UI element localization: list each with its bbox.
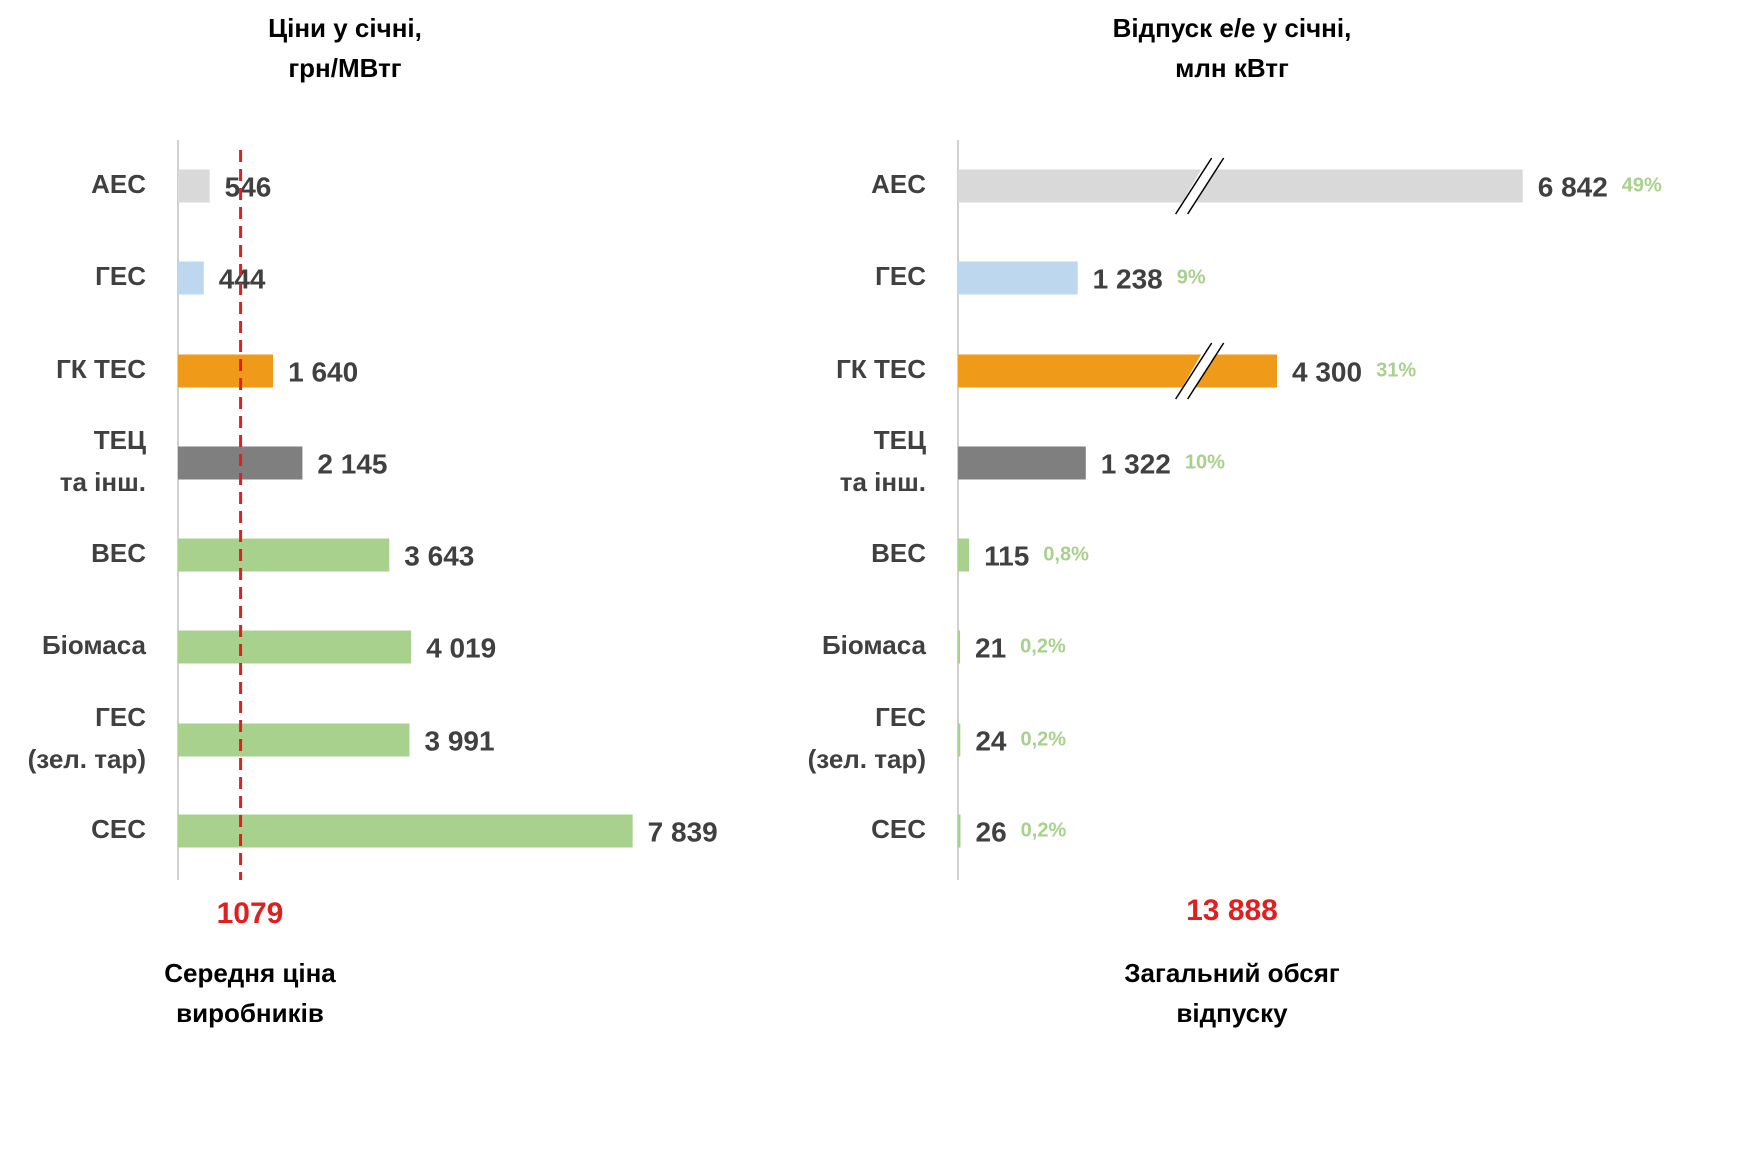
bar (958, 723, 961, 757)
category-label: СЕС (871, 814, 926, 844)
bar (178, 538, 390, 572)
category-label: Біомаса (42, 630, 147, 660)
category-label: АЕС (871, 169, 926, 199)
category-label: ГЕС (875, 261, 926, 291)
bar (958, 261, 1078, 295)
chart-title: Відпуск е/е у січні, млн кВтг (1113, 13, 1352, 83)
bar (958, 446, 1086, 480)
category-label: ГЕС (95, 261, 146, 291)
share-label: 0,8% (1043, 543, 1089, 565)
axis-break-gap (1181, 169, 1216, 203)
bar (958, 630, 961, 664)
value-label: 1 322 (1101, 448, 1171, 479)
share-label: 49% (1622, 174, 1662, 196)
bar (178, 261, 204, 295)
category-label: АЕС (91, 169, 146, 199)
category-label: ВЕС (871, 538, 926, 568)
value-label: 1 640 (288, 356, 358, 387)
value-label: 2 145 (317, 448, 387, 479)
value-label: 7 839 (648, 816, 718, 847)
value-label: 21 (975, 632, 1006, 663)
value-label: 6 842 (1538, 171, 1608, 202)
axis-break-mark (1187, 342, 1225, 400)
axis-break-mark (1187, 157, 1225, 215)
category-label: Біомаса (822, 630, 927, 660)
share-label: 9% (1177, 266, 1206, 288)
bar (958, 169, 1523, 203)
value-label: 546 (225, 171, 272, 202)
reference-value: 1079 (217, 897, 284, 930)
axis-break-mark (1175, 342, 1213, 400)
value-label: 24 (975, 725, 1007, 756)
axis-break-gap (1181, 354, 1216, 388)
bar (178, 814, 633, 848)
bar (958, 538, 970, 572)
share-label: 0,2% (1021, 819, 1067, 841)
category-label: ГЕС (зел. тар) (808, 702, 927, 774)
value-label: 3 991 (424, 725, 494, 756)
category-label: ВЕС (91, 538, 146, 568)
share-label: 31% (1376, 359, 1416, 381)
value-label: 115 (984, 540, 1029, 571)
bar (958, 814, 961, 848)
chart-title: Ціни у січні, грн/МВтг (268, 13, 422, 83)
category-label: ГЕС (зел. тар) (28, 702, 147, 774)
category-label: ТЕЦ та інш. (60, 425, 146, 497)
axis-break-mark (1175, 157, 1213, 215)
share-label: 10% (1185, 451, 1225, 473)
bar (178, 630, 412, 664)
share-label: 0,2% (1020, 635, 1066, 657)
category-label: СЕС (91, 814, 146, 844)
bar (178, 354, 274, 388)
bar (178, 723, 410, 757)
share-label: 0,2% (1020, 728, 1066, 750)
total-value: 13 888 (1186, 894, 1278, 927)
value-label: 444 (219, 263, 266, 294)
reference-caption: Середня ціна виробників (164, 958, 336, 1028)
value-label: 1 238 (1093, 263, 1163, 294)
value-label: 26 (976, 816, 1007, 847)
bar (178, 169, 210, 203)
category-label: ГК ТЕС (56, 354, 146, 384)
value-label: 4 300 (1292, 356, 1362, 387)
category-label: ГК ТЕС (836, 354, 926, 384)
category-label: ТЕЦ та інш. (840, 425, 926, 497)
total-caption: Загальний обсяг відпуску (1124, 958, 1340, 1028)
bar (958, 354, 1277, 388)
value-label: 4 019 (426, 632, 496, 663)
value-label: 3 643 (404, 540, 474, 571)
